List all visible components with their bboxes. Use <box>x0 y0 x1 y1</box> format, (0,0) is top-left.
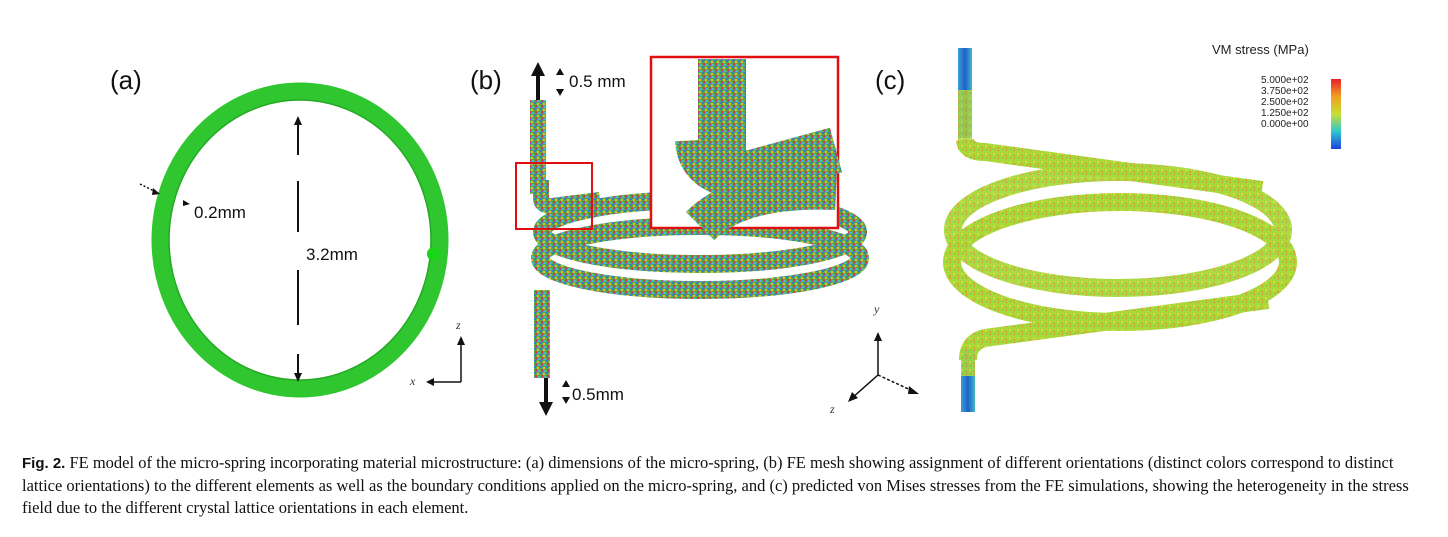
zoom-inset-content <box>675 59 843 241</box>
caption-text: FE model of the micro-spring incorporati… <box>22 453 1409 517</box>
legend-tick: 2.500e+02 <box>1261 97 1309 108</box>
legend-tick: 3.750e+02 <box>1261 86 1309 97</box>
panel-a-ring-group <box>139 82 465 398</box>
bottom-displacement-label: 0.5mm <box>572 385 624 404</box>
panel-b-axis-z: z <box>830 402 835 416</box>
figure-caption: Fig. 2. FE model of the micro-spring inc… <box>22 452 1432 519</box>
coil-diameter-label: 3.2mm <box>306 245 358 264</box>
panel-c-label: (c) <box>875 65 906 95</box>
figure-graphic <box>139 48 1341 416</box>
panel-b-axis-y: y <box>874 302 880 316</box>
legend-ticks: 5.000e+02 3.750e+02 2.500e+02 1.250e+02 … <box>1261 75 1316 130</box>
spring-end-marker <box>427 247 441 261</box>
legend-tick: 0.000e+00 <box>1261 119 1309 130</box>
panel-a-label: (a) <box>110 65 142 95</box>
legend-colorbar <box>1331 79 1341 149</box>
zoom-region-box <box>515 162 593 230</box>
caption-lead: Fig. 2. <box>22 455 66 472</box>
legend-title: VM stress (MPa) <box>1212 42 1309 57</box>
panel-a-axis-x: x <box>410 374 416 388</box>
top-displacement-label: 0.5 mm <box>569 72 626 91</box>
panel-a-axis-z: z <box>456 318 461 332</box>
panel-b-mesh-group <box>515 55 919 416</box>
panel-c-stress-group <box>943 48 1341 412</box>
spring-ring <box>151 82 449 398</box>
wire-diameter-label: 0.2mm <box>194 203 246 222</box>
legend-tick: 5.000e+02 <box>1261 75 1309 86</box>
panel-b-label: (b) <box>470 65 502 95</box>
legend-tick: 1.250e+02 <box>1261 108 1309 119</box>
